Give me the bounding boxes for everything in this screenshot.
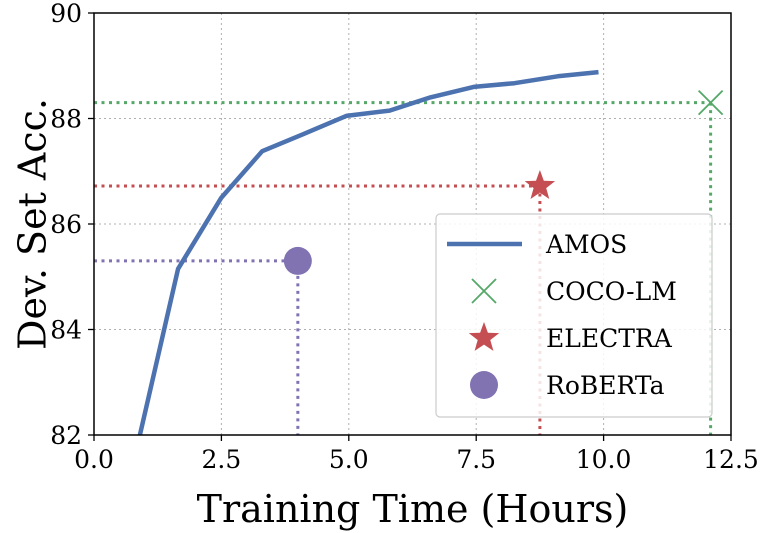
y-tick-label: 88 xyxy=(50,105,82,134)
legend: AMOS COCO-LM ELECTRA RoBERTa xyxy=(435,213,713,418)
x-tick-label: 0.0 xyxy=(74,445,114,474)
legend-swatch-marker xyxy=(468,322,500,351)
y-tick-label: 82 xyxy=(50,421,82,450)
x-tick-label: 7.5 xyxy=(456,445,496,474)
y-axis-title: Dev. Set Acc. xyxy=(11,98,55,350)
legend-swatch-marker xyxy=(471,278,497,304)
x-axis-title: Training Time (Hours) xyxy=(197,487,629,531)
y-tick-label: 84 xyxy=(50,316,82,345)
data-point-marker xyxy=(697,90,724,116)
y-tick-label: 90 xyxy=(50,0,82,28)
legend-label: RoBERTa xyxy=(546,371,665,400)
series-line-amos xyxy=(137,69,599,436)
legend-box xyxy=(435,213,713,418)
x-tick-label: 5.0 xyxy=(329,445,369,474)
y-tick-label: 86 xyxy=(50,210,82,239)
data-point-marker xyxy=(524,170,556,199)
data-point-marker xyxy=(283,246,312,275)
x-tick-label: 2.5 xyxy=(202,445,242,474)
legend-label: AMOS xyxy=(545,230,627,259)
x-tick-label: 10.0 xyxy=(576,445,632,474)
series xyxy=(137,69,724,436)
x-tick-label: 12.5 xyxy=(703,445,759,474)
ticks: 0.0 2.5 5.0 7.5 10.0 12.5 82 84 86 88 90 xyxy=(50,0,759,474)
legend-label: COCO-LM xyxy=(546,277,677,306)
legend-label: ELECTRA xyxy=(546,324,673,353)
legend-swatch-marker xyxy=(470,371,498,399)
